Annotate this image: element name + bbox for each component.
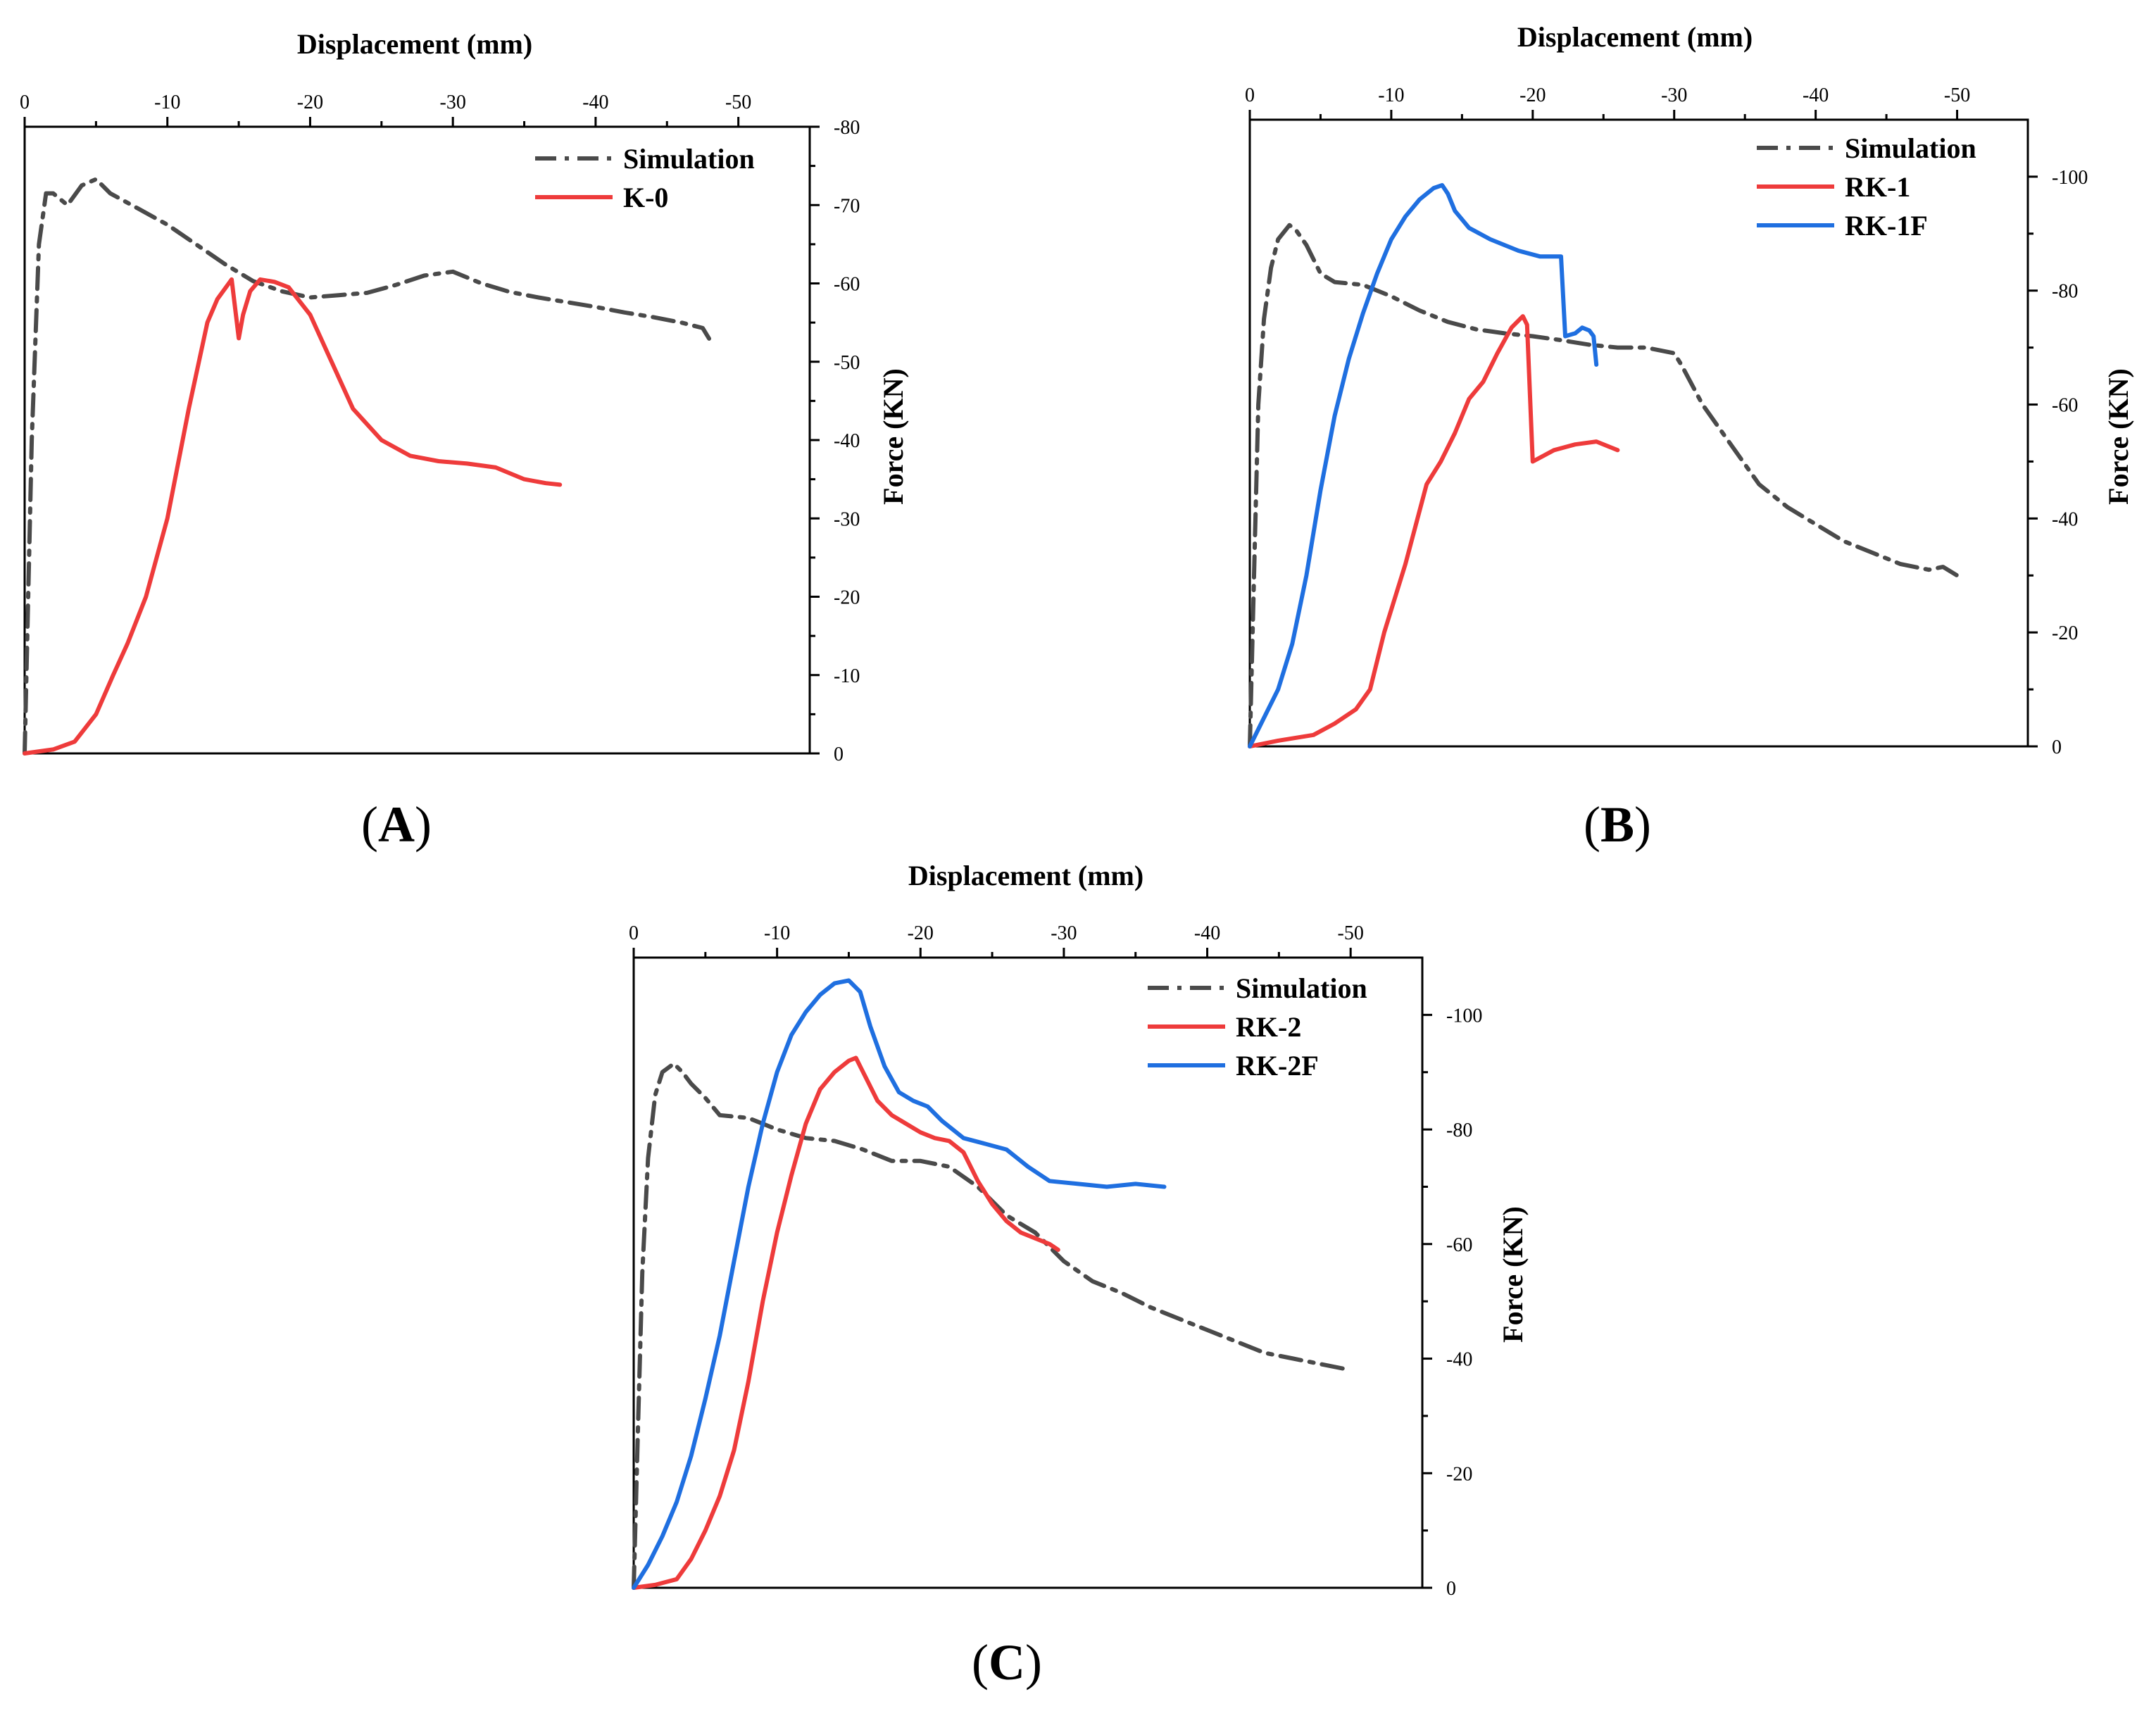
panel-c-x-tick-label: -50 xyxy=(1338,922,1364,944)
panel-b-x-tick-label: -50 xyxy=(1944,84,1970,106)
legend-label-k-0: K-0 xyxy=(623,182,668,213)
panel-a-y-tick-label: -80 xyxy=(834,117,860,139)
panel-a-y-tick-label: -30 xyxy=(834,508,860,530)
panel-c-y-tick-label: -80 xyxy=(1446,1120,1472,1141)
panel-b-x-tick-label: -30 xyxy=(1661,84,1687,106)
panel-c-series-simulation xyxy=(632,1061,1353,1590)
panel-c-series-rk-2 xyxy=(632,1055,1060,1590)
legend-label-rk-1: RK-1 xyxy=(1845,171,1910,203)
legend-label-rk-1f: RK-1F xyxy=(1845,210,1928,242)
panel-c-chart: Displacement (mm) Force (KN) (C) 0 -10 -20… xyxy=(629,860,1529,1691)
panel-a-x-tick-label: 0 xyxy=(20,92,30,113)
panel-a-series-simulation xyxy=(23,177,713,756)
panel-b-x-axis-title: Displacement (mm) xyxy=(1517,21,1753,53)
panel-a-y-tick-label: -50 xyxy=(834,352,860,374)
panel-b-y-tick-label: 0 xyxy=(2052,737,2062,758)
panel-b-label: (B) xyxy=(1584,796,1651,853)
panel-b-legend: Simulation RK-1 RK-1F xyxy=(1757,132,1976,242)
legend-label-rk-2f: RK-2F xyxy=(1236,1050,1319,1082)
panel-c-y-tick-label: 0 xyxy=(1446,1578,1456,1600)
panel-b-y-tick-label: -20 xyxy=(2052,622,2078,644)
panel-b-y-tick-label: -60 xyxy=(2052,395,2078,417)
panel-a-y-tick-label: -40 xyxy=(834,430,860,452)
panel-b-y-axis-title: Force (KN) xyxy=(2102,368,2134,505)
panel-a-chart: Displacement (mm) Force (KN) (A) 0 -10 -20… xyxy=(20,28,909,853)
panel-c-plot-frame xyxy=(632,956,1424,1589)
panel-b-series-rk-1f xyxy=(1248,183,1599,748)
panel-a-x-tick-label: -40 xyxy=(582,92,608,113)
legend-label-rk-2: RK-2 xyxy=(1236,1011,1301,1043)
legend-label-simulation: Simulation xyxy=(1845,132,1976,164)
panel-b-series-rk-1 xyxy=(1248,314,1620,748)
legend-label-simulation: Simulation xyxy=(1236,972,1367,1004)
panel-c-x-tick-label: 0 xyxy=(629,922,639,944)
panel-b-x-tick-label: 0 xyxy=(1245,84,1255,106)
panel-c-label: (C) xyxy=(972,1634,1042,1691)
panel-a-y-tick-label: -10 xyxy=(834,665,860,687)
panel-b-x-tick-label: -20 xyxy=(1519,84,1546,106)
panel-c-y-tick-label: -100 xyxy=(1446,1005,1482,1027)
panel-c-y-tick-label: -60 xyxy=(1446,1234,1472,1256)
panel-b-x-tick-label: -40 xyxy=(1803,84,1829,106)
panel-b-y-tick-label: -40 xyxy=(2052,508,2078,530)
panel-a-legend: Simulation K-0 xyxy=(535,143,755,213)
panel-a-y-axis-title: Force (KN) xyxy=(877,368,909,505)
panel-a-series-k-0 xyxy=(23,277,563,756)
panel-c-x-tick-label: -10 xyxy=(764,922,790,944)
panel-c-legend: Simulation RK-2 RK-2F xyxy=(1148,972,1367,1082)
panel-a-y-tick-label: -20 xyxy=(834,587,860,609)
panel-c-x-tick-label: -20 xyxy=(908,922,934,944)
panel-b-plot-frame xyxy=(1248,118,2029,748)
panel-b-y-tick-label: -100 xyxy=(2052,167,2088,189)
panel-b-series-simulation xyxy=(1248,223,1960,748)
panel-a-y-tick-label: -60 xyxy=(834,274,860,296)
panel-c-x-tick-label: -40 xyxy=(1194,922,1220,944)
panel-b-x-tick-label: -10 xyxy=(1378,84,1404,106)
panel-c-x-axis-title: Displacement (mm) xyxy=(908,860,1143,891)
panel-a-x-axis-title: Displacement (mm) xyxy=(297,28,532,60)
panel-a-plot-frame xyxy=(23,125,811,755)
panel-c-label-letter: C xyxy=(989,1634,1025,1691)
panel-a-y-tick-label: 0 xyxy=(834,744,844,765)
panel-c-y-tick-label: -40 xyxy=(1446,1349,1472,1371)
panel-a-x-tick-label: -20 xyxy=(297,92,323,113)
panel-a-x-tick-label: -30 xyxy=(440,92,466,113)
panel-a-x-tick-label: -50 xyxy=(725,92,751,113)
panel-c-x-tick-label: -30 xyxy=(1051,922,1077,944)
panel-b-chart: Displacement (mm) Force (KN) (B) 0 -10 -20… xyxy=(1245,21,2134,853)
legend-label-simulation: Simulation xyxy=(623,143,755,175)
panel-a-x-tick-label: -10 xyxy=(154,92,180,113)
panel-a-label-letter: A xyxy=(378,796,415,853)
panel-c-series-rk-2f xyxy=(632,978,1167,1590)
panel-a-label: (A) xyxy=(361,796,432,853)
panel-c-y-tick-label: -20 xyxy=(1446,1463,1472,1485)
panel-b-label-letter: B xyxy=(1600,796,1634,853)
panel-c-y-axis-title: Force (KN) xyxy=(1497,1206,1529,1343)
panel-b-y-tick-label: -80 xyxy=(2052,281,2078,303)
panel-a-y-tick-label: -70 xyxy=(834,195,860,217)
